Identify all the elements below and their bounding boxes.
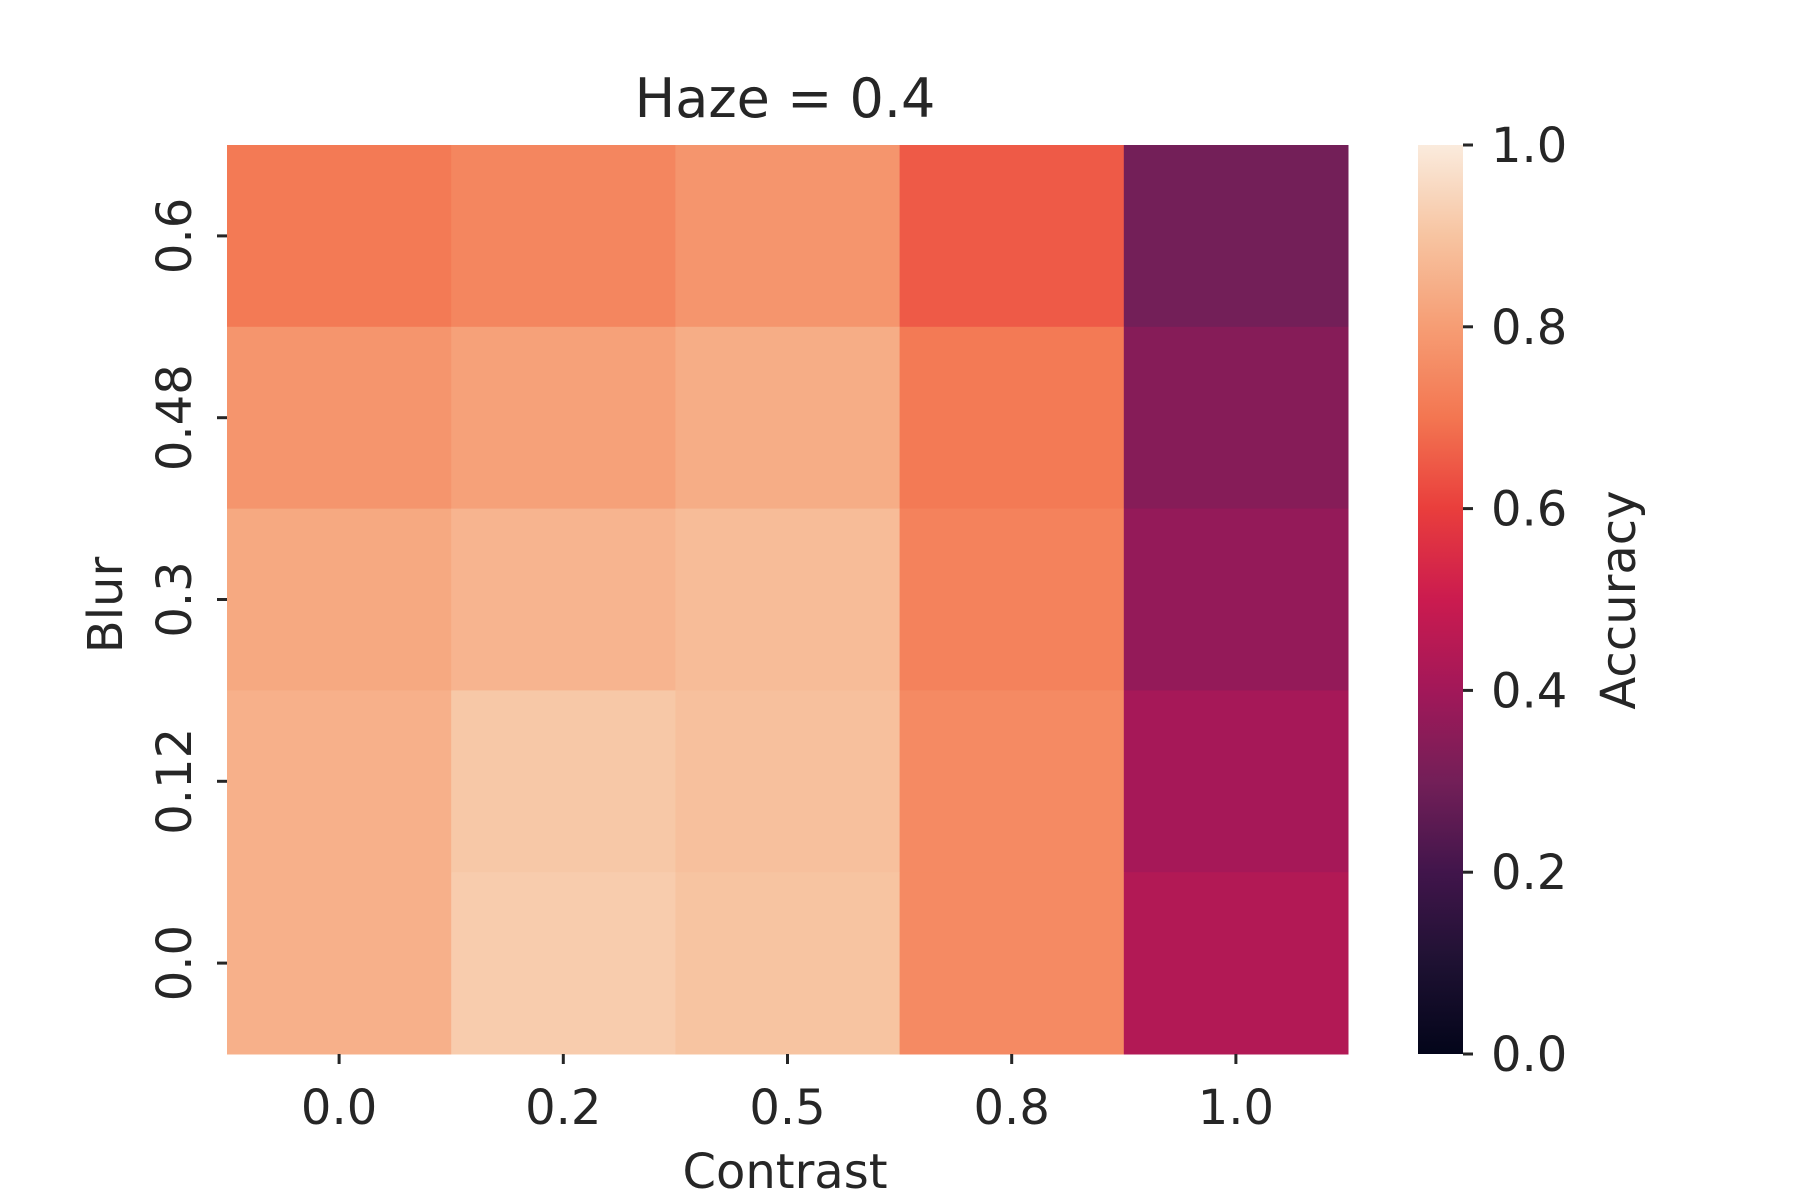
heatmap-cell [1123,872,1349,1055]
colorbar-tick-label: 1.0 [1491,118,1567,174]
heatmap-cell [675,326,901,510]
x-tick-label: 0.8 [974,1080,1050,1136]
x-tick-label: 0.0 [301,1080,377,1136]
heatmap-cell [227,690,452,873]
x-axis-label: Contrast [682,1144,887,1200]
heatmap-cell [451,145,676,328]
heatmap-cell [675,508,901,691]
colorbar-tick-label: 0.6 [1491,482,1567,538]
y-axis-ticks: 0.6 0.48 0.3 0.12 0.0 [147,198,227,1001]
heatmap-cell [227,145,452,328]
colorbar [1418,145,1463,1054]
x-tick-label: 1.0 [1198,1080,1274,1136]
heatmap-cell [1123,145,1349,328]
heatmap-cell [675,690,901,873]
heatmap-cell [899,872,1125,1055]
heatmap-cell [899,326,1125,510]
chart-title: Haze = 0.4 [635,67,936,130]
heatmap-cell [1123,326,1349,510]
heatmap-cell [899,690,1125,873]
y-tick-label: 0.3 [147,561,203,637]
heatmap-cell [899,145,1125,328]
heatmap-cell [1123,690,1349,873]
colorbar-ticks: 0.0 0.2 0.4 0.6 0.8 1.0 [1463,118,1567,1083]
y-tick-label: 0.6 [147,198,203,274]
x-tick-label: 0.2 [525,1080,601,1136]
y-tick-label: 0.12 [147,728,203,835]
heatmap-cells [227,145,1349,1055]
colorbar-tick-label: 0.2 [1491,845,1567,901]
colorbar-tick-label: 0.4 [1491,663,1567,719]
heatmap-cell [227,326,452,510]
heatmap-cell [227,508,452,691]
heatmap-cell [899,508,1125,691]
y-axis-label: Blur [78,557,134,654]
heatmap-cell [227,872,452,1055]
heatmap-cell [1123,508,1349,691]
heatmap-cell [675,145,901,328]
y-tick-label: 0.48 [147,364,203,471]
heatmap-cell [451,872,676,1055]
heatmap-cell [675,872,901,1055]
colorbar-label: Accuracy [1591,490,1647,709]
heatmap-cell [451,690,676,873]
heatmap-cell [451,326,676,510]
y-tick-label: 0.0 [147,925,203,1001]
x-tick-label: 0.5 [749,1080,825,1136]
x-axis-ticks: 0.0 0.2 0.5 0.8 1.0 [301,1054,1274,1136]
colorbar-tick-label: 0.0 [1491,1027,1567,1083]
heatmap-cell [451,508,676,691]
colorbar-tick-label: 0.8 [1491,300,1567,356]
